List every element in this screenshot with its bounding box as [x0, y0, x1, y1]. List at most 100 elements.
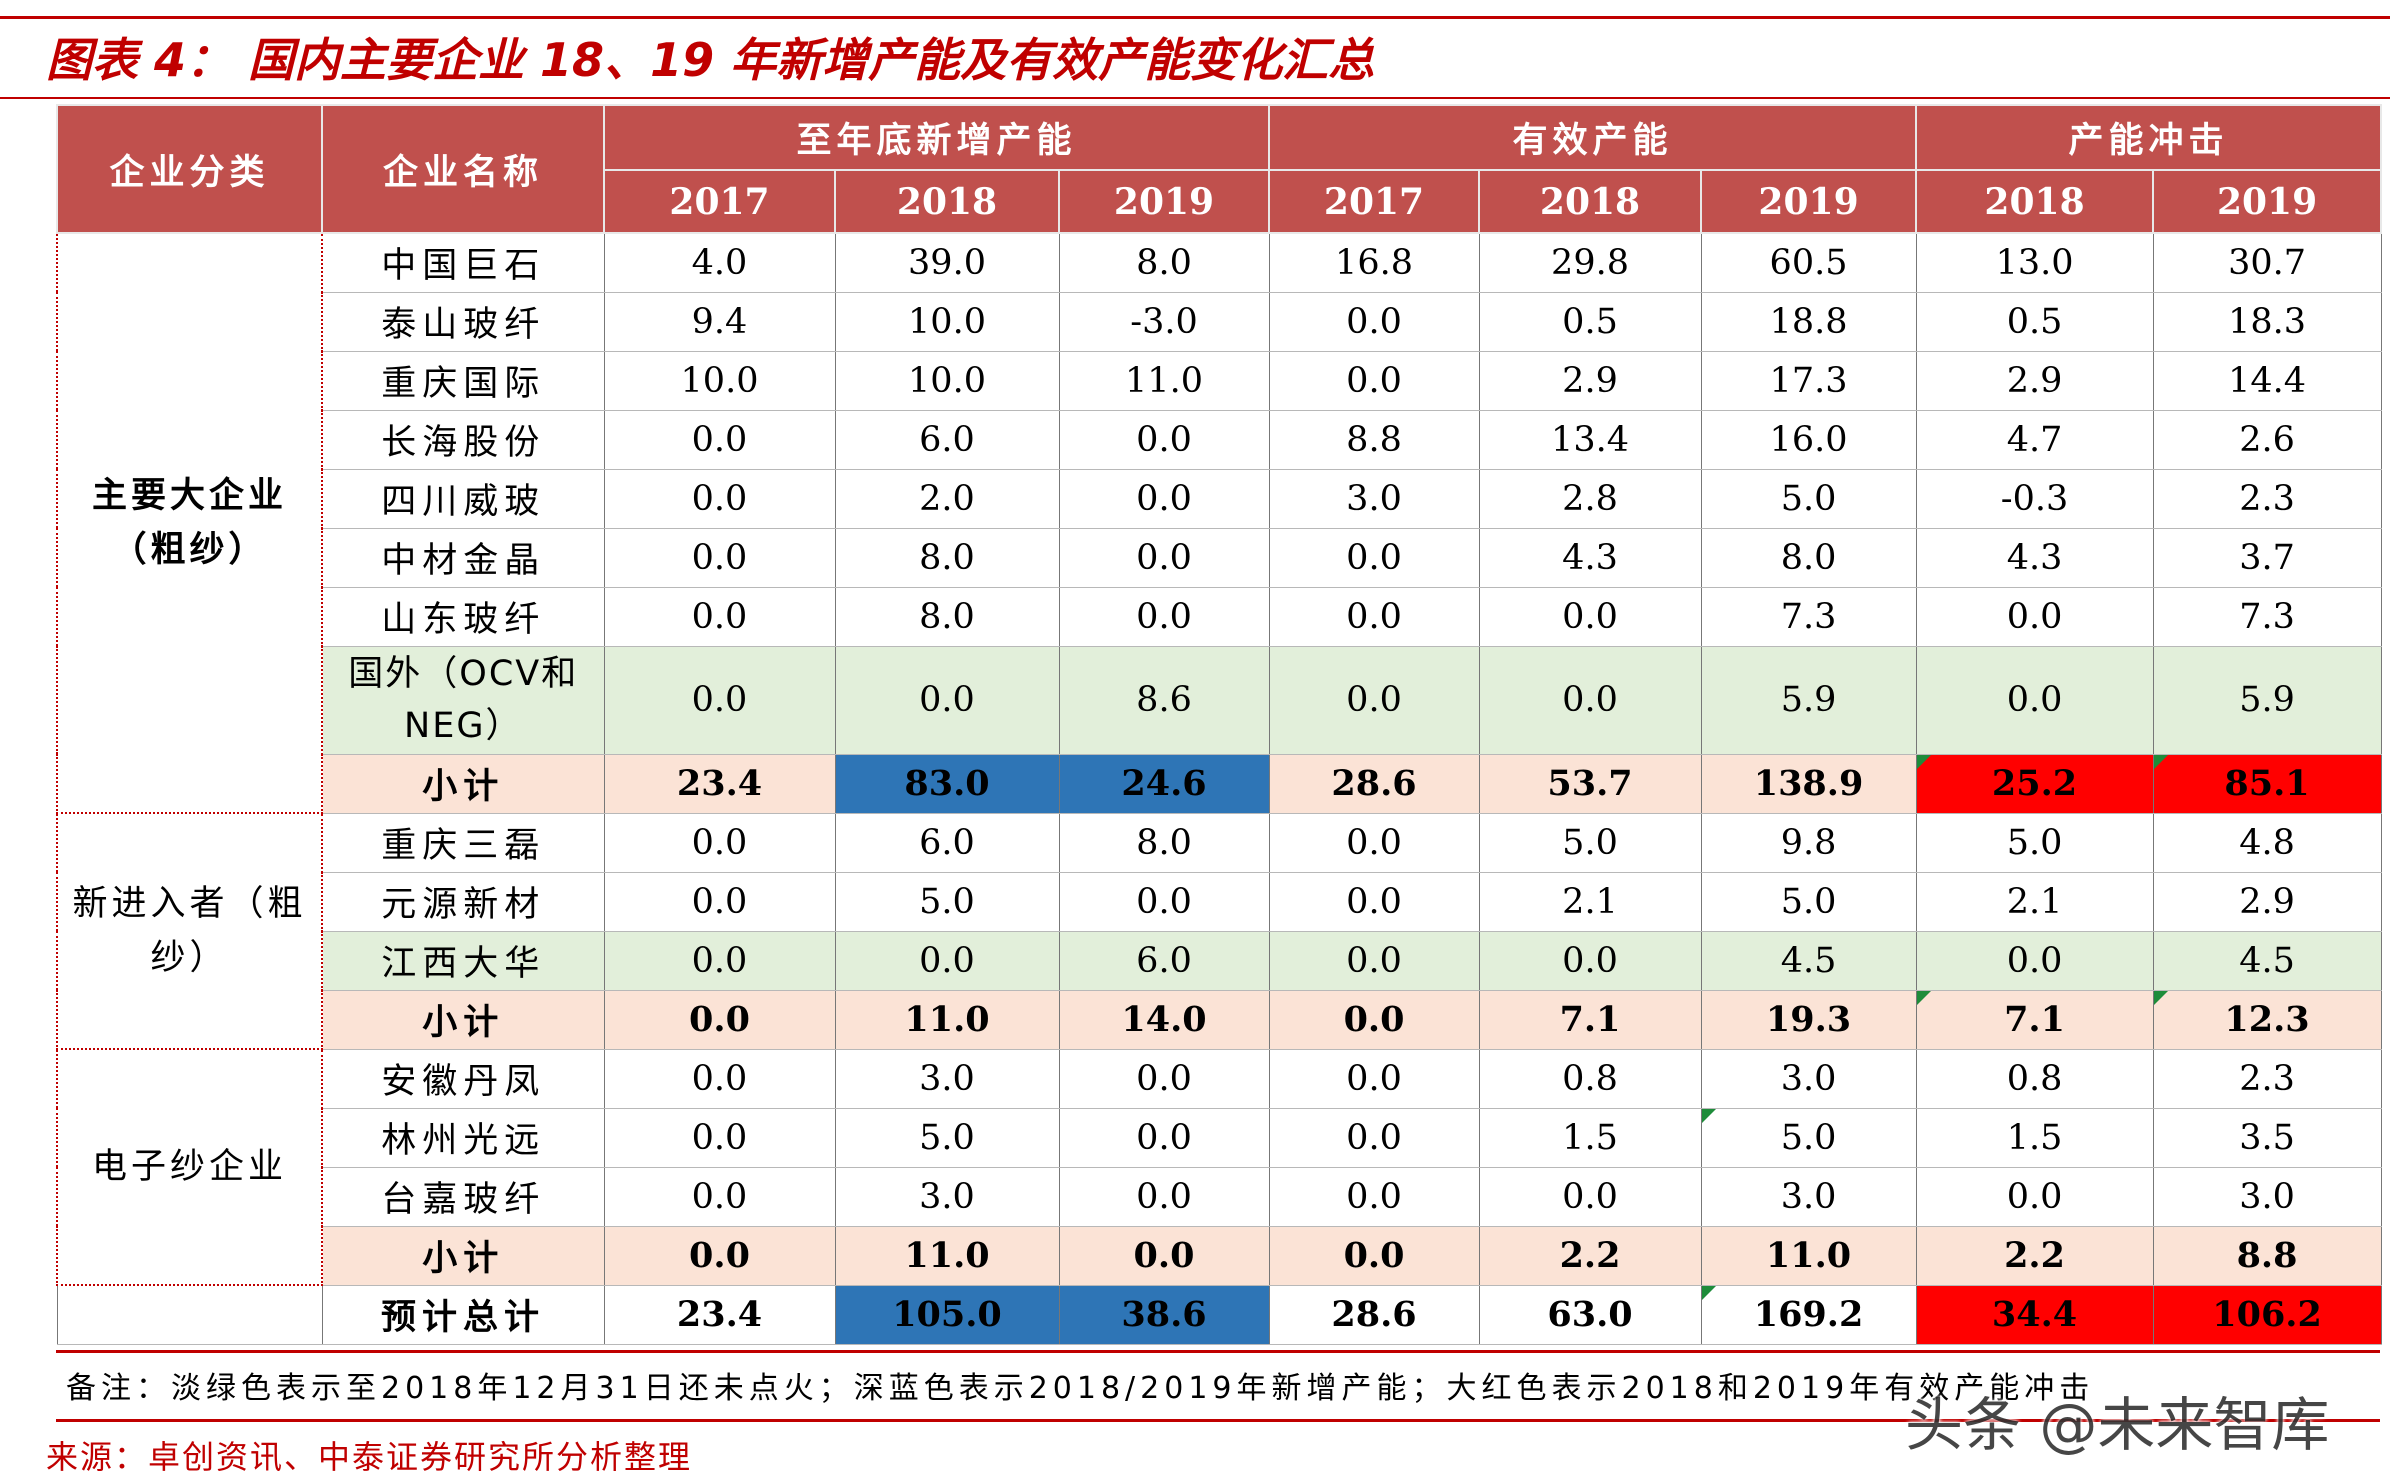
- subtotal-value: 0.0: [603, 1226, 836, 1286]
- subtotal-value: 14.0: [1058, 990, 1270, 1050]
- value-cell: 0.0: [1478, 1167, 1702, 1227]
- header-year: 2019: [1057, 169, 1271, 234]
- company-name: 中国巨石: [321, 233, 605, 293]
- total-row: 预计总计 23.4 105.0 38.6 28.6 63.0 169.2 34.4 106.2: [56, 1285, 2382, 1345]
- value-cell: 0.0: [1478, 646, 1702, 755]
- value-cell: 0.0: [1058, 1049, 1270, 1109]
- value-cell: 3.0: [1700, 1167, 1917, 1227]
- subtotal-value: 0.0: [1268, 1226, 1480, 1286]
- value-cell: 8.0: [1058, 233, 1270, 293]
- value-cell: 0.0: [603, 813, 836, 873]
- total-value: 169.2: [1700, 1285, 1917, 1345]
- value-cell: 0.0: [1058, 587, 1270, 647]
- header-year: 2018: [1478, 169, 1703, 234]
- company-name: 林州光远: [321, 1108, 605, 1168]
- value-cell: 0.0: [1268, 587, 1480, 647]
- value-cell: 1.5: [1915, 1108, 2154, 1168]
- value-cell: 0.0: [1058, 872, 1270, 932]
- subtotal-value: 0.0: [603, 990, 836, 1050]
- table-row: 国外（OCV和NEG） 0.0 0.0 8.6 0.0 0.0 5.9 0.0 5.9: [57, 646, 2382, 755]
- value-cell: 0.0: [603, 469, 836, 529]
- company-name: 重庆国际: [321, 351, 605, 411]
- value-cell: 2.9: [1915, 351, 2154, 411]
- value-cell: 5.0: [834, 1108, 1060, 1168]
- value-cell: 18.8: [1700, 292, 1917, 352]
- value-cell: 2.1: [1478, 872, 1702, 932]
- company-name: 重庆三磊: [321, 813, 605, 873]
- value-cell: 2.9: [2152, 872, 2382, 932]
- value-cell: 0.5: [1915, 292, 2154, 352]
- source-line: 来源：卓创资讯、中泰证券研究所分析整理: [46, 1438, 693, 1476]
- value-cell: 0.0: [1268, 292, 1480, 352]
- value-cell: 0.0: [603, 1108, 836, 1168]
- value-cell: 0.0: [1478, 587, 1702, 647]
- subtotal-value: 11.0: [834, 990, 1060, 1050]
- value-cell: 10.0: [834, 351, 1060, 411]
- value-cell: 0.0: [603, 528, 836, 588]
- value-cell: 8.8: [1268, 410, 1480, 470]
- table-row: 新进入者（粗纱） 重庆三磊 0.0 6.0 8.0 0.0 5.0 9.8 5.0 4.8: [56, 812, 2382, 1050]
- value-cell: 0.0: [1058, 469, 1270, 529]
- value-cell: 8.0: [834, 528, 1060, 588]
- value-cell: 29.8: [1478, 233, 1702, 293]
- value-cell: 0.8: [1478, 1049, 1702, 1109]
- header-year: 2018: [834, 169, 1060, 234]
- value-cell: 2.1: [1915, 872, 2154, 932]
- header-year: 2018: [1915, 169, 2155, 234]
- value-cell: 6.0: [1058, 931, 1270, 991]
- company-name: 长海股份: [321, 410, 605, 470]
- table-note: 备注：淡绿色表示至2018年12月31日还未点火；深蓝色表示2018/2019年…: [66, 1371, 2095, 1406]
- table-row: 台嘉玻纤 0.0 3.0 0.0 0.0 0.0 3.0 0.0 3.0: [57, 1167, 2382, 1227]
- value-cell: 7.3: [1700, 587, 1917, 647]
- value-cell: 5.9: [1700, 646, 1917, 755]
- value-cell: 3.5: [2152, 1108, 2382, 1168]
- company-name: 元源新材: [321, 872, 605, 932]
- value-cell: 3.0: [1268, 469, 1480, 529]
- subtotal-label: 小计: [321, 990, 605, 1050]
- total-value: 23.4: [603, 1285, 836, 1345]
- value-cell: 4.0: [603, 233, 836, 293]
- value-cell: 0.0: [1915, 1167, 2154, 1227]
- value-cell: 5.0: [1478, 813, 1702, 873]
- company-name: 江西大华: [321, 931, 605, 991]
- value-cell: 9.8: [1700, 813, 1917, 873]
- value-cell: 13.4: [1478, 410, 1702, 470]
- company-name: 四川威玻: [321, 469, 605, 529]
- value-cell: 2.6: [2152, 410, 2382, 470]
- subtotal-value: 12.3: [2152, 990, 2382, 1050]
- subtotal-value: 7.1: [1915, 990, 2154, 1050]
- header-category: 企业分类: [56, 104, 323, 234]
- value-cell: 0.0: [603, 1049, 836, 1109]
- header-year: 2019: [2152, 169, 2383, 234]
- value-cell: 6.0: [834, 813, 1060, 873]
- value-cell: 0.0: [1268, 1049, 1480, 1109]
- watermark: 头条 @未来智库: [1905, 1391, 2330, 1459]
- company-name: 中材金晶: [321, 528, 605, 588]
- value-cell: 0.0: [1058, 528, 1270, 588]
- company-name: 泰山玻纤: [321, 292, 605, 352]
- value-cell: 5.0: [1915, 813, 2154, 873]
- value-cell: 0.0: [1268, 1167, 1480, 1227]
- subtotal-value: 11.0: [834, 1226, 1060, 1286]
- value-cell: 16.8: [1268, 233, 1480, 293]
- value-cell: 4.8: [2152, 813, 2382, 873]
- value-cell: 1.5: [1478, 1108, 1702, 1168]
- figure-title: 图表 4： 国内主要企业 18、19 年新增产能及有效产能变化汇总: [46, 33, 1375, 87]
- header-new-capacity: 至年底新增产能: [602, 104, 1271, 171]
- company-name: 安徽丹凤: [321, 1049, 605, 1109]
- value-cell: 0.0: [1268, 1108, 1480, 1168]
- value-cell: 5.0: [834, 872, 1060, 932]
- value-cell: 0.0: [834, 646, 1060, 755]
- total-value: 105.0: [834, 1285, 1060, 1345]
- header-company: 企业名称: [321, 104, 605, 234]
- value-cell: 4.5: [1700, 931, 1917, 991]
- value-cell: 13.0: [1915, 233, 2154, 293]
- subtotal-value: 85.1: [2152, 754, 2382, 814]
- subtotal-value: 19.3: [1700, 990, 1917, 1050]
- value-cell: 2.3: [2152, 1049, 2382, 1109]
- category-cell: 主要大企业（粗纱）: [56, 232, 323, 814]
- subtotal-value: 2.2: [1915, 1226, 2154, 1286]
- value-cell: 3.0: [834, 1049, 1060, 1109]
- value-cell: 30.7: [2152, 233, 2382, 293]
- value-cell: 7.3: [2152, 587, 2382, 647]
